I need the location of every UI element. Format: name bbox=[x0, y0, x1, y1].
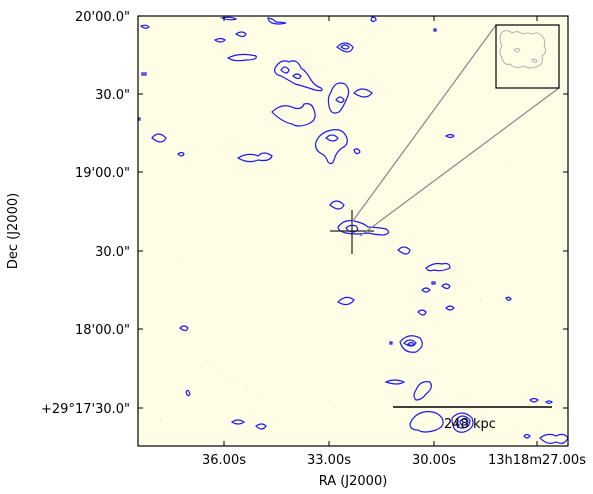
y-tick-label: 19'00.0" bbox=[75, 166, 130, 181]
contour bbox=[444, 133, 455, 139]
contour-lines bbox=[137, 16, 569, 444]
contour bbox=[141, 72, 147, 76]
contour bbox=[529, 397, 539, 403]
plot-frame bbox=[137, 15, 569, 447]
contour bbox=[459, 418, 469, 426]
contour bbox=[413, 381, 432, 401]
contour bbox=[151, 133, 167, 143]
contour bbox=[236, 152, 273, 163]
contour bbox=[370, 16, 377, 23]
contour bbox=[234, 31, 247, 38]
x-tick-label: 30.00s bbox=[412, 453, 456, 468]
contour bbox=[274, 60, 323, 92]
contour bbox=[421, 287, 431, 293]
x-tick-labels: 36.00s 33.00s 30.00s 13h18m27.00s bbox=[202, 453, 586, 468]
contour bbox=[417, 309, 427, 316]
y-ticks bbox=[138, 15, 568, 409]
y-tick-label: 30.0" bbox=[95, 88, 130, 103]
contour bbox=[336, 42, 354, 53]
contour bbox=[451, 412, 474, 433]
contour bbox=[213, 37, 226, 43]
contour bbox=[280, 66, 290, 74]
contour bbox=[431, 281, 436, 285]
contour bbox=[409, 411, 444, 433]
y-tick-label: +29°17'30.0" bbox=[41, 402, 130, 417]
contour bbox=[315, 129, 348, 165]
y-tick-label: 30.0" bbox=[95, 245, 130, 260]
contour bbox=[455, 415, 471, 429]
contour bbox=[335, 96, 345, 104]
y-tick-label: 20'00.0" bbox=[75, 10, 130, 25]
inset-zoom-lines bbox=[351, 24, 560, 237]
contour bbox=[226, 53, 257, 62]
contour bbox=[545, 400, 553, 405]
contour bbox=[185, 389, 191, 397]
inset-panel bbox=[495, 24, 560, 89]
contour bbox=[327, 82, 350, 114]
x-axis-label: RA (J2000) bbox=[319, 474, 388, 489]
contour bbox=[384, 379, 406, 385]
contour bbox=[441, 283, 451, 290]
contour bbox=[399, 335, 423, 353]
contour bbox=[219, 16, 238, 21]
contour bbox=[433, 28, 437, 32]
contour bbox=[179, 325, 189, 332]
y-axis-label: Dec (J2000) bbox=[6, 193, 21, 269]
scale-bar: 248 kpc bbox=[393, 406, 552, 432]
contour bbox=[445, 305, 455, 311]
scale-bar-label: 248 kpc bbox=[444, 417, 496, 432]
contour bbox=[523, 433, 531, 439]
contour bbox=[337, 220, 390, 236]
contour bbox=[505, 296, 512, 301]
contour bbox=[267, 17, 287, 25]
contour bbox=[329, 200, 345, 210]
contour bbox=[403, 339, 417, 347]
contour bbox=[139, 24, 150, 29]
contour bbox=[292, 73, 302, 80]
x-tick-label: 13h18m27.00s bbox=[488, 453, 586, 468]
contour bbox=[230, 419, 246, 425]
contour bbox=[425, 262, 451, 272]
contour bbox=[271, 103, 316, 127]
noise-speckles bbox=[160, 90, 511, 421]
contour bbox=[397, 246, 411, 255]
y-tick-label: 18'00.0" bbox=[75, 323, 130, 338]
contour bbox=[340, 44, 350, 50]
x-tick-label: 36.00s bbox=[202, 453, 246, 468]
contour bbox=[337, 296, 355, 306]
contour bbox=[389, 341, 393, 345]
contour bbox=[177, 151, 185, 157]
contour bbox=[255, 423, 267, 430]
y-tick-labels: 20'00.0" 30.0" 19'00.0" 30.0" 18'00.0" +… bbox=[41, 10, 130, 417]
contour bbox=[407, 341, 415, 347]
contour bbox=[353, 148, 361, 155]
contour bbox=[325, 134, 339, 142]
x-tick-label: 33.00s bbox=[307, 453, 351, 468]
x-ticks bbox=[223, 16, 538, 446]
contour bbox=[353, 88, 373, 98]
